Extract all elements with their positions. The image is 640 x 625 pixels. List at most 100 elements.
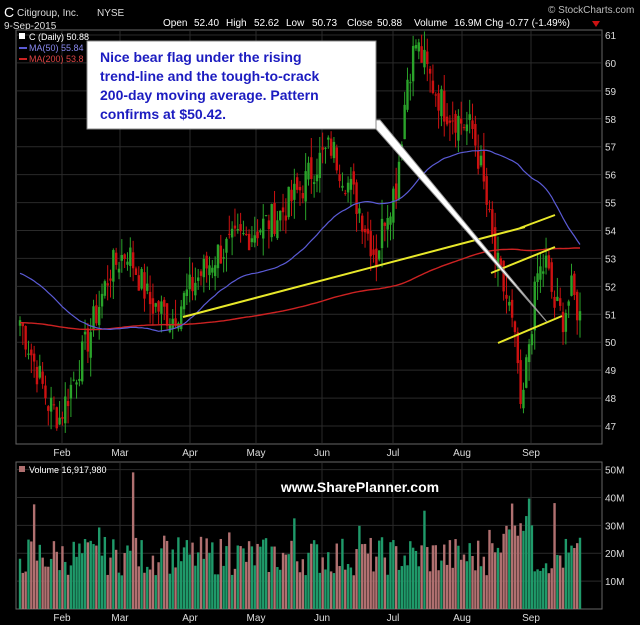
candle-body (171, 318, 174, 329)
candle-body (491, 209, 494, 235)
volume-x-tick-label: May (247, 613, 266, 624)
candle-body (553, 296, 556, 308)
volume-bar (239, 546, 242, 609)
candle-body (361, 215, 364, 232)
candle-body (462, 127, 466, 129)
volume-bar (539, 570, 542, 609)
price-y-tick-label: 55 (605, 199, 617, 210)
candle-body (578, 311, 582, 321)
volume-bar (448, 540, 452, 609)
volume-bar (114, 549, 118, 609)
volume-bar (445, 564, 449, 609)
candle-body (256, 231, 259, 239)
volume-bar (27, 539, 30, 609)
candle-body (567, 301, 570, 306)
volume-bar (270, 546, 273, 609)
volume-bar (66, 574, 70, 609)
price-y-tick-label: 49 (605, 366, 617, 377)
candle-body (165, 303, 169, 326)
volume-bar (525, 516, 528, 609)
candle-body (556, 296, 559, 302)
volume-bar (460, 559, 463, 609)
candle-body (493, 227, 497, 260)
volume-bar (123, 552, 126, 609)
candle-body (513, 321, 517, 333)
volume-value: 16.9M (454, 18, 482, 29)
price-x-tick-label: Mar (111, 448, 129, 459)
volume-bar (81, 553, 84, 609)
volume-bar (414, 550, 418, 609)
candle-body (530, 334, 534, 346)
volume-bar (290, 540, 293, 609)
volume-bar (567, 552, 570, 609)
volume-bar (471, 555, 474, 609)
price-x-tick-label: Aug (453, 448, 471, 459)
candle-body (482, 151, 486, 182)
volume-bar (100, 555, 104, 609)
price-x-tick-label: Apr (182, 448, 198, 459)
callout-line-4: confirms at $50.42. (100, 106, 226, 122)
price-y-axis: 47 48 49 50 51 52 53 54 55 56 57 58 59 60 61 (605, 31, 617, 433)
volume-bar (86, 542, 90, 609)
candle-body (298, 186, 302, 191)
candlestick-series (18, 31, 582, 433)
candle-body (539, 266, 542, 280)
candle-body (559, 298, 562, 306)
candle-body (570, 275, 573, 296)
candle-body (134, 268, 138, 275)
candle-body (120, 254, 124, 261)
volume-bar (454, 539, 457, 609)
volume-bar (163, 535, 166, 609)
candle-body (81, 341, 84, 382)
watermark: www.SharePlanner.com (280, 479, 439, 495)
volume-bar (295, 561, 299, 609)
candle-body (177, 323, 180, 329)
volume-bar (465, 561, 469, 609)
candle-body (369, 231, 372, 257)
price-y-tick-label: 61 (605, 31, 617, 42)
volume-bar (508, 529, 511, 609)
price-y-tick-label: 52 (605, 282, 617, 293)
volume-bar (222, 565, 225, 609)
volume-bar (131, 472, 135, 609)
candle-body (335, 147, 338, 171)
open-value: 52.40 (194, 18, 219, 29)
volume-bar (140, 540, 143, 609)
flag-lower-line (497, 315, 563, 344)
candle-body (55, 407, 58, 429)
volume-bar (502, 533, 505, 609)
volume-bar (256, 543, 259, 609)
chg-value: -0.77 (-1.49%) (506, 18, 570, 29)
candle-body (383, 222, 387, 226)
volume-bar (293, 518, 296, 609)
candle-body (188, 274, 191, 290)
volume-bar (493, 552, 497, 609)
candle-body (75, 382, 78, 385)
callout-line-3: 200-day moving average. Pattern (100, 87, 319, 103)
candle-body (247, 233, 251, 251)
candle-body (284, 215, 288, 221)
candle-body (92, 306, 95, 331)
volume-x-tick-label: Jun (314, 613, 330, 624)
price-y-tick-label: 57 (605, 143, 617, 154)
volume-bar (191, 542, 194, 609)
price-y-tick-label: 56 (605, 171, 617, 182)
volume-bar (146, 566, 149, 609)
candle-body (293, 183, 296, 200)
volume-bar (211, 542, 214, 609)
price-legend-label: C (Daily) 50.88 (29, 32, 89, 42)
volume-bar (553, 503, 556, 609)
volume-bar (542, 568, 545, 609)
candle-body (426, 51, 429, 65)
candle-body (505, 294, 508, 299)
volume-bar (468, 543, 471, 609)
volume-x-tick-label: Feb (53, 613, 71, 624)
candle-body (168, 324, 172, 333)
volume-bar (298, 572, 302, 609)
volume-y-axis: 10M 20M 30M 40M 50M (605, 466, 624, 589)
volume-bar (372, 571, 375, 609)
volume-bar (83, 539, 87, 609)
volume-bar (561, 567, 565, 609)
candle-body (250, 238, 254, 243)
volume-bar (578, 537, 582, 609)
